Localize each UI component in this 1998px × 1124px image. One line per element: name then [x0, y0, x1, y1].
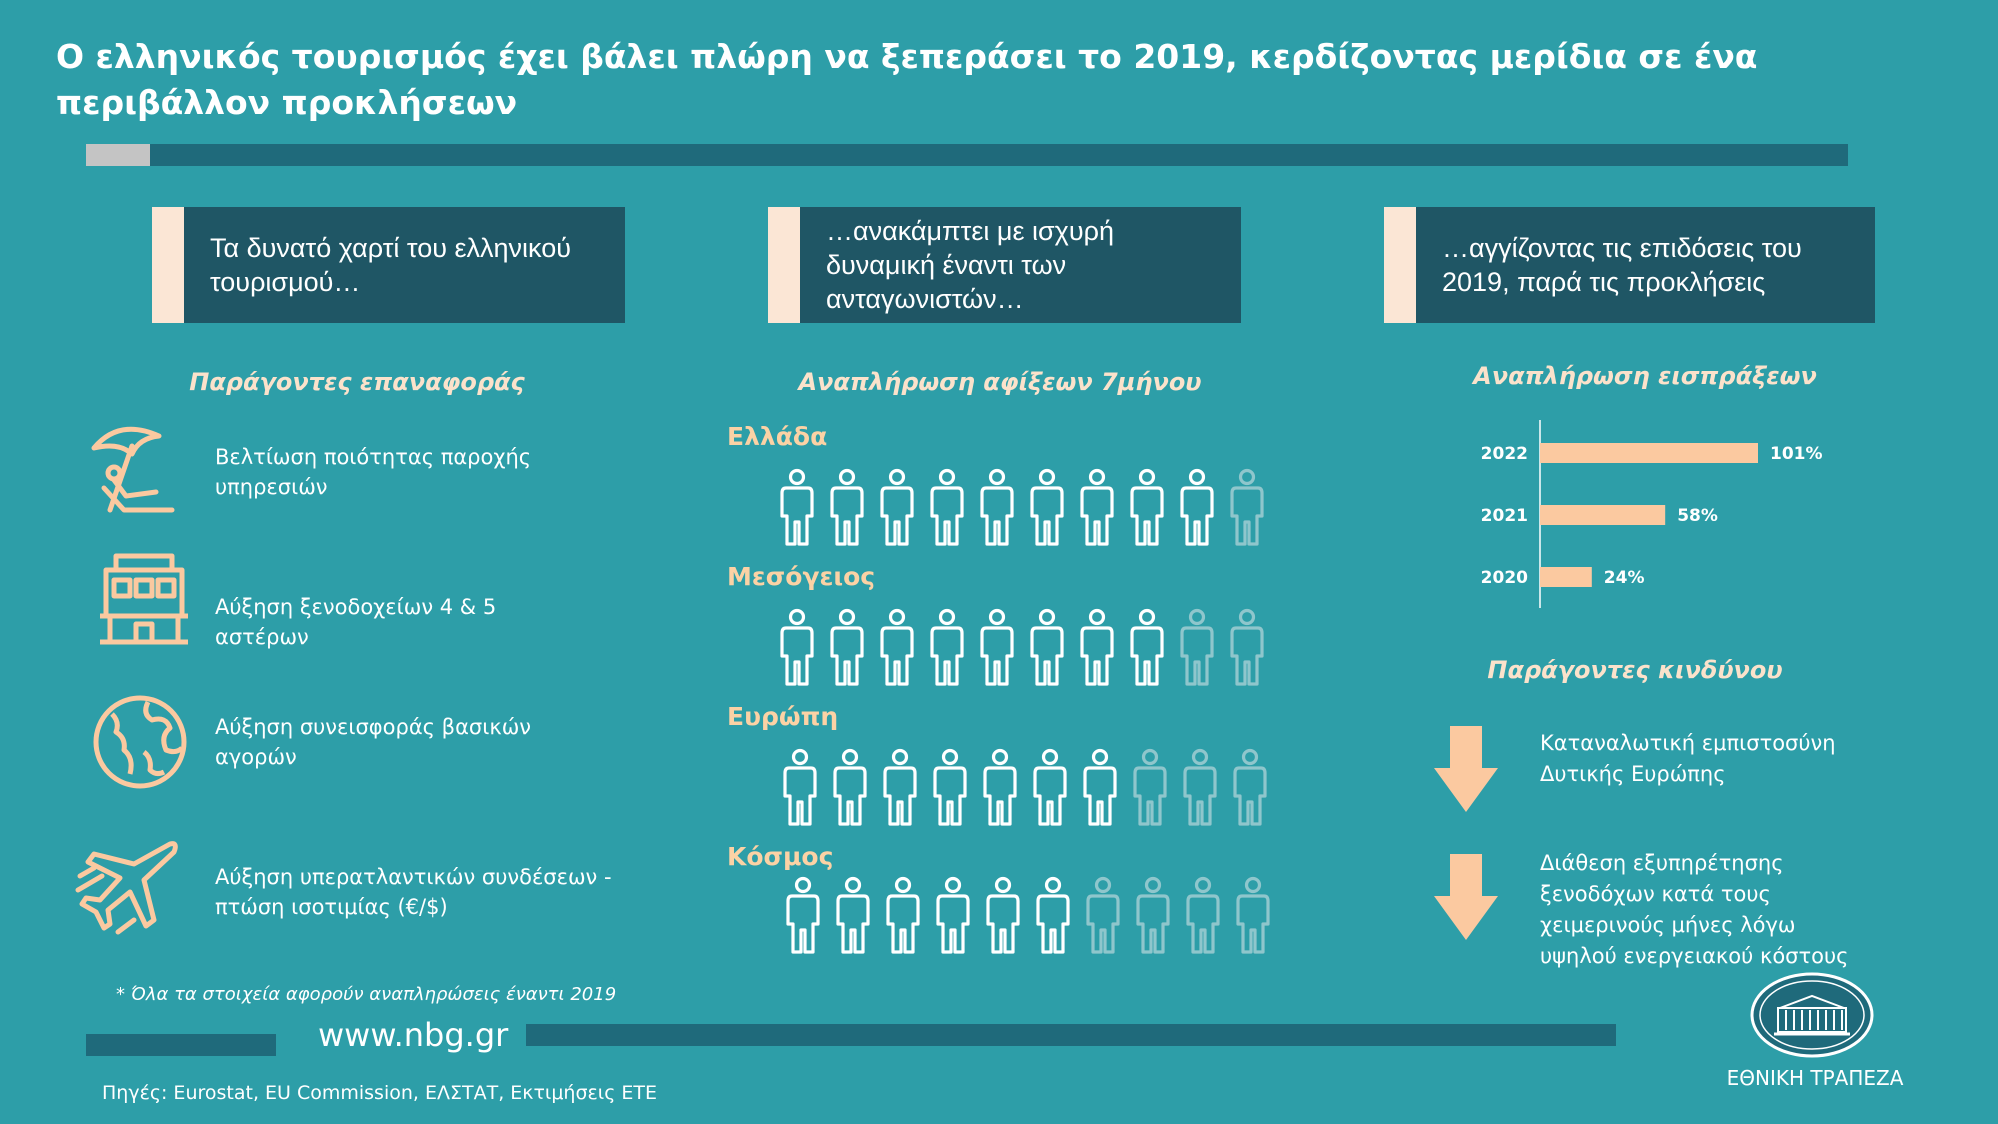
region-label-europe: Ευρώπη: [727, 702, 839, 731]
person-icon-filled: [1025, 748, 1075, 828]
chart-value-label: 101%: [1770, 444, 1823, 464]
header-accent: [1384, 207, 1416, 323]
person-icon-filled: [1028, 876, 1078, 956]
person-icon-filled: [928, 876, 978, 956]
person-icon-filled: [922, 468, 972, 548]
people-row-mediterranean: [772, 608, 1272, 688]
person-icon-filled: [828, 876, 878, 956]
footnote: * Όλα τα στοιχεία αφορούν αναπληρώσεις έ…: [116, 984, 617, 1005]
risk-factor-2-text: Διάθεση εξυπηρέτησης ξενοδόχων κατά τους…: [1540, 851, 1849, 968]
person-icon-filled: [878, 876, 928, 956]
person-icon-empty: [1175, 748, 1225, 828]
person-icon-filled: [1122, 468, 1172, 548]
person-icon-empty: [1222, 468, 1272, 548]
receipts-chart-title: Αναπλήρωση εισπράξεων: [1473, 362, 1817, 390]
person-icon-filled: [1022, 608, 1072, 688]
header-accent: [768, 207, 800, 323]
globe-icon: [90, 692, 190, 792]
person-icon-filled: [1172, 468, 1222, 548]
left-column-header-text: Τα δυνατό χαρτί του ελληνικού τουρισμού…: [210, 233, 571, 297]
sources-text: Πηγές: Eurostat, EU Commission, ΕΛΣΤΑΤ, …: [102, 1082, 658, 1104]
person-icon-empty: [1078, 876, 1128, 956]
bank-logo: [1750, 972, 1874, 1058]
chart-bar-2021: [1540, 505, 1666, 525]
arrow-down-icon: [1434, 726, 1498, 812]
header-accent: [152, 207, 184, 323]
chart-value-label: 24%: [1604, 568, 1645, 588]
receipts-bar-chart: 2022 101% 2021 58% 2020 24%: [1460, 420, 1840, 610]
people-row-world: [778, 876, 1278, 956]
person-icon-filled: [825, 748, 875, 828]
page-title: Ο ελληνικός τουρισμός έχει βάλει πλώρη ν…: [56, 37, 1758, 122]
person-icon-empty: [1125, 748, 1175, 828]
footer-bar-left: [86, 1034, 276, 1056]
receipts-bar-chart-svg: 2022 101% 2021 58% 2020 24%: [1481, 420, 1823, 608]
person-icon-filled: [972, 468, 1022, 548]
footer-bar-right: [526, 1024, 1616, 1046]
person-icon-empty: [1172, 608, 1222, 688]
arrivals-title: Αναπλήρωση αφίξεων 7μήνου: [798, 368, 1202, 396]
chart-tick-label: 2020: [1481, 568, 1528, 588]
top-divider-accent: [86, 144, 150, 166]
person-icon-filled: [1022, 468, 1072, 548]
person-icon-filled: [1072, 608, 1122, 688]
recovery-factor-4-text: Αύξηση υπερατλαντικών συνδέσεων - πτώση …: [215, 865, 612, 919]
person-icon-filled: [1075, 748, 1125, 828]
recovery-factor-2-text: Αύξηση ξενοδοχείων 4 & 5 αστέρων: [215, 595, 497, 649]
region-label-greece: Ελλάδα: [727, 422, 828, 451]
chart-bar-2020: [1540, 567, 1592, 587]
left-column-header: Τα δυνατό χαρτί του ελληνικού τουρισμού…: [152, 207, 625, 323]
right-column-header: …αγγίζοντας τις επιδόσεις του 2019, παρά…: [1384, 207, 1875, 323]
person-icon-filled: [772, 608, 822, 688]
person-icon-filled: [872, 468, 922, 548]
people-row-europe: [775, 748, 1275, 828]
recovery-factor-3-text: Αύξηση συνεισφοράς βασικών αγορών: [215, 715, 532, 769]
middle-column-header-text: …ανακάμπτει με ισχυρή δυναμική έναντι τω…: [826, 216, 1114, 314]
recovery-factors-title: Παράγοντες επαναφοράς: [189, 368, 525, 396]
person-icon-empty: [1225, 748, 1275, 828]
person-icon-filled: [1072, 468, 1122, 548]
website-link[interactable]: www.nbg.gr: [318, 1016, 509, 1054]
recovery-factor-1-text: Βελτίωση ποιότητας παροχής υπηρεσιών: [215, 445, 532, 499]
risk-factor-1-text: Καταναλωτική εμπιστοσύνη Δυτικής Ευρώπης: [1540, 731, 1836, 786]
person-icon-filled: [775, 748, 825, 828]
chart-bar-2022: [1540, 443, 1758, 463]
top-divider-bar: [86, 144, 1848, 166]
person-icon-filled: [922, 608, 972, 688]
region-label-world: Κόσμος: [727, 842, 834, 871]
person-icon-filled: [772, 468, 822, 548]
chart-tick-label: 2022: [1481, 444, 1528, 464]
people-row-greece: [772, 468, 1272, 548]
person-icon-empty: [1222, 608, 1272, 688]
person-icon-filled: [778, 876, 828, 956]
region-label-mediterranean: Μεσόγειος: [727, 562, 876, 591]
right-column-header-text: …αγγίζοντας τις επιδόσεις του 2019, παρά…: [1442, 233, 1802, 297]
risk-factors-title: Παράγοντες κινδύνου: [1487, 656, 1783, 684]
person-icon-filled: [1122, 608, 1172, 688]
person-icon-filled: [925, 748, 975, 828]
arrow-down-icon: [1434, 854, 1498, 940]
bank-name: ΕΘΝΙΚΗ ΤΡΑΠΕΖΑ: [1726, 1066, 1904, 1090]
middle-column-header: …ανακάμπτει με ισχυρή δυναμική έναντι τω…: [768, 207, 1241, 323]
person-icon-empty: [1178, 876, 1228, 956]
person-icon-filled: [972, 608, 1022, 688]
person-icon-filled: [822, 468, 872, 548]
person-icon-filled: [975, 748, 1025, 828]
hotel-icon: [96, 552, 192, 648]
person-icon-filled: [822, 608, 872, 688]
chart-tick-label: 2021: [1481, 506, 1528, 526]
person-icon-empty: [1228, 876, 1278, 956]
person-icon-filled: [872, 608, 922, 688]
person-icon-filled: [875, 748, 925, 828]
chart-value-label: 58%: [1677, 506, 1718, 526]
person-icon-empty: [1128, 876, 1178, 956]
beach-umbrella-icon: [84, 418, 184, 518]
person-icon-filled: [978, 876, 1028, 956]
airplane-icon: [74, 836, 182, 936]
